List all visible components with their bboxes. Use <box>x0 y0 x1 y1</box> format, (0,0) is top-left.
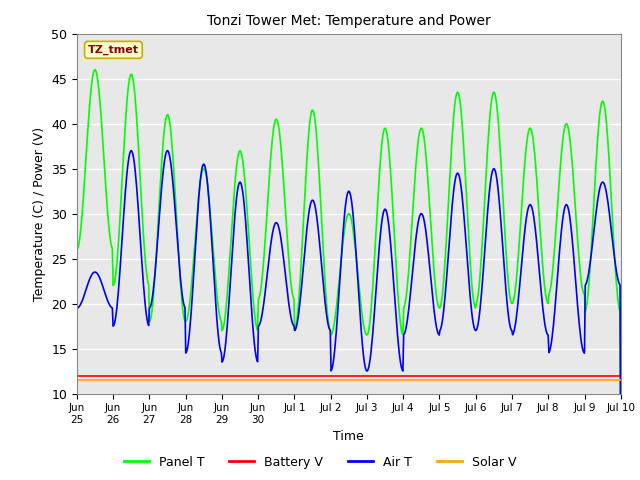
Battery V <box>139 372 147 378</box>
Line: Panel T: Panel T <box>77 70 621 480</box>
Panel T <box>73 247 81 252</box>
Panel T <box>83 145 90 151</box>
Air T <box>416 214 424 219</box>
Text: TZ_tmet: TZ_tmet <box>88 45 139 55</box>
Solar V <box>617 377 625 383</box>
Solar V <box>415 377 422 383</box>
Y-axis label: Temperature (C) / Power (V): Temperature (C) / Power (V) <box>33 127 45 300</box>
Air T <box>223 322 231 327</box>
Solar V <box>73 377 81 383</box>
Solar V <box>194 377 202 383</box>
Solar V <box>431 377 438 383</box>
Panel T <box>431 284 439 290</box>
Air T <box>127 148 135 154</box>
Battery V <box>617 372 625 378</box>
Air T <box>195 196 202 202</box>
Panel T <box>195 194 202 200</box>
X-axis label: Time: Time <box>333 431 364 444</box>
Line: Air T: Air T <box>77 151 621 480</box>
Panel T <box>91 67 99 72</box>
Panel T <box>140 231 147 237</box>
Air T <box>431 318 439 324</box>
Air T <box>140 280 147 286</box>
Solar V <box>223 377 230 383</box>
Battery V <box>73 372 81 378</box>
Air T <box>73 305 81 311</box>
Panel T <box>416 130 424 135</box>
Legend: Panel T, Battery V, Air T, Solar V: Panel T, Battery V, Air T, Solar V <box>118 451 522 474</box>
Air T <box>83 285 90 290</box>
Battery V <box>194 372 202 378</box>
Solar V <box>139 377 147 383</box>
Battery V <box>415 372 422 378</box>
Battery V <box>431 372 438 378</box>
Title: Tonzi Tower Met: Temperature and Power: Tonzi Tower Met: Temperature and Power <box>207 14 491 28</box>
Battery V <box>83 372 90 378</box>
Panel T <box>223 290 231 296</box>
Battery V <box>223 372 230 378</box>
Solar V <box>83 377 90 383</box>
